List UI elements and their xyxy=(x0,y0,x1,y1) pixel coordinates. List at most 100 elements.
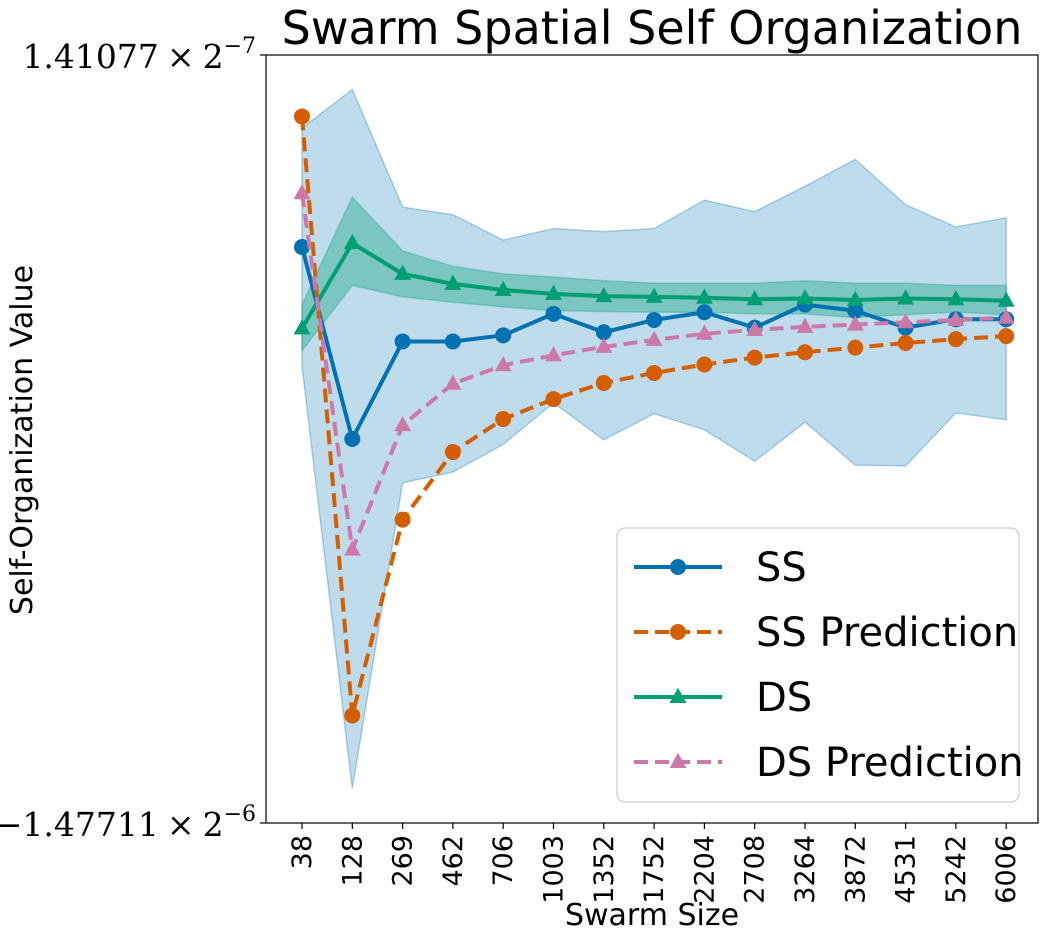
point-ss-prediction-3264 xyxy=(797,344,813,361)
x-tick-label-3872: 3872 xyxy=(840,835,871,904)
point-ss-prediction-3872 xyxy=(847,339,864,356)
point-ss-269 xyxy=(394,333,411,350)
point-ss-1003 xyxy=(545,305,562,322)
point-ds-128 xyxy=(343,233,361,250)
point-ss-706 xyxy=(495,327,512,344)
y-tick-top: 1.41077 × 2−7 xyxy=(22,34,266,76)
point-ds-prediction-269 xyxy=(394,415,411,432)
point-ds-2204 xyxy=(696,288,713,304)
point-ss-3872 xyxy=(847,302,864,319)
x-tick-label-269: 269 xyxy=(388,835,419,887)
x-tick-label-38: 38 xyxy=(287,835,318,869)
legend-item-ds: DS xyxy=(634,675,812,721)
point-ds-prediction-3872 xyxy=(846,315,864,331)
plot-frame xyxy=(265,54,1039,824)
point-ss-1752 xyxy=(646,311,663,328)
y-tick-top-exponent: −7 xyxy=(224,34,256,59)
point-ds-prediction-38 xyxy=(293,184,311,200)
y-tick-top-base: 2 xyxy=(203,37,224,76)
point-ds-prediction-128 xyxy=(343,540,361,556)
point-ds-prediction-1003 xyxy=(545,346,562,362)
point-ds-prediction-5242 xyxy=(947,310,965,326)
point-ds-1352 xyxy=(595,286,613,303)
y-tick-top-mantissa: 1.41077 xyxy=(22,37,158,76)
chart-title: Swarm Spatial Self Organization xyxy=(282,1,1023,55)
legend-label-ss-prediction: SS Prediction xyxy=(756,610,1018,656)
point-ds-5242 xyxy=(947,290,965,306)
point-ss-prediction-706 xyxy=(495,411,512,428)
point-ds-3264 xyxy=(796,289,814,305)
point-ss-38 xyxy=(294,239,310,255)
y-tick-bottom-mantissa: −1.47711 xyxy=(0,805,159,844)
legend: SS SS Prediction DS DS Prediction xyxy=(616,527,1024,803)
y-tick-bottom-base: 2 xyxy=(203,805,224,844)
series-ds xyxy=(293,233,1015,335)
series-lines xyxy=(293,108,1015,724)
point-ds-prediction-3264 xyxy=(796,317,814,333)
point-ss-128 xyxy=(344,431,361,447)
point-ds-6006 xyxy=(997,291,1015,307)
x-tick-label-706: 706 xyxy=(488,835,519,887)
point-ss-prediction-5242 xyxy=(947,331,964,348)
legend-box xyxy=(616,527,1020,803)
x-tick-label-5242: 5242 xyxy=(941,835,972,904)
svg-text:1.41077×2−7: 1.41077 × 2−7 xyxy=(22,34,256,76)
point-ds-269 xyxy=(394,264,411,280)
point-ss-prediction-1752 xyxy=(646,364,663,381)
x-tick-label-1003: 1003 xyxy=(539,835,570,904)
y-tick-bottom-exponent: −6 xyxy=(224,802,256,827)
point-ds-38 xyxy=(293,319,311,335)
point-ds-prediction-462 xyxy=(444,374,462,390)
point-ds-2708 xyxy=(746,290,764,306)
point-ss-2204 xyxy=(696,304,713,321)
svg-text:−1.47711×2−6: −1.47711 × 2−6 xyxy=(0,802,256,844)
point-ss-prediction-2708 xyxy=(746,349,763,366)
series-ss-prediction xyxy=(294,108,1015,724)
point-ss-1352 xyxy=(595,324,612,341)
legend-marker-ds xyxy=(669,687,687,703)
point-ss-462 xyxy=(444,333,461,350)
legend-marker-ss-prediction xyxy=(670,624,686,640)
point-ds-706 xyxy=(494,280,512,297)
x-tick-label-6006: 6006 xyxy=(991,835,1022,904)
x-tick-label-4531: 4531 xyxy=(891,835,922,904)
legend-marker-ss xyxy=(670,559,686,575)
x-tick-label-3264: 3264 xyxy=(790,835,821,904)
point-ds-prediction-2204 xyxy=(696,324,713,340)
legend-item-ss-prediction: SS Prediction xyxy=(634,610,1018,656)
point-ds-prediction-706 xyxy=(494,356,512,372)
series-ds-prediction xyxy=(293,184,1015,556)
legend-marker-ds-prediction xyxy=(669,752,687,768)
x-tick-label-462: 462 xyxy=(438,835,469,887)
point-ss-prediction-1352 xyxy=(595,374,612,391)
point-ds-prediction-1752 xyxy=(645,330,663,346)
point-ds-3872 xyxy=(846,290,864,306)
point-ds-prediction-4531 xyxy=(897,313,914,329)
point-ds-1752 xyxy=(645,287,663,303)
point-ss-prediction-128 xyxy=(344,707,361,724)
point-ss-prediction-1003 xyxy=(545,391,562,408)
point-ss-prediction-2204 xyxy=(696,356,713,373)
legend-item-ss: SS xyxy=(634,545,807,591)
x-tick-label-1752: 1752 xyxy=(639,835,670,904)
point-ds-prediction-2708 xyxy=(746,320,764,336)
point-ds-4531 xyxy=(897,289,914,305)
point-ss-prediction-269 xyxy=(394,511,411,528)
x-tick-label-2204: 2204 xyxy=(689,835,720,904)
legend-item-ds-prediction: DS Prediction xyxy=(634,740,1024,786)
x-tick-label-128: 128 xyxy=(337,835,368,887)
point-ds-prediction-6006 xyxy=(997,308,1015,324)
x-tick-label-2708: 2708 xyxy=(740,835,771,904)
x-axis-ticks: 38 128 269 462 706 1003 1352 1752 2204 2708 3264 38… xyxy=(287,823,1022,904)
y-axis-label: Self-Organization Value xyxy=(5,265,40,615)
legend-label-ds: DS xyxy=(756,675,812,721)
point-ss-prediction-6006 xyxy=(998,328,1015,345)
band-ss xyxy=(301,88,1007,789)
point-ds-prediction-1352 xyxy=(595,337,613,353)
point-ss-prediction-38 xyxy=(294,108,310,125)
x-tick-label-1352: 1352 xyxy=(589,835,620,904)
legend-label-ss: SS xyxy=(756,545,807,591)
point-ds-1003 xyxy=(545,284,562,300)
y-tick-bottom: −1.47711 × 2−6 xyxy=(0,802,266,844)
